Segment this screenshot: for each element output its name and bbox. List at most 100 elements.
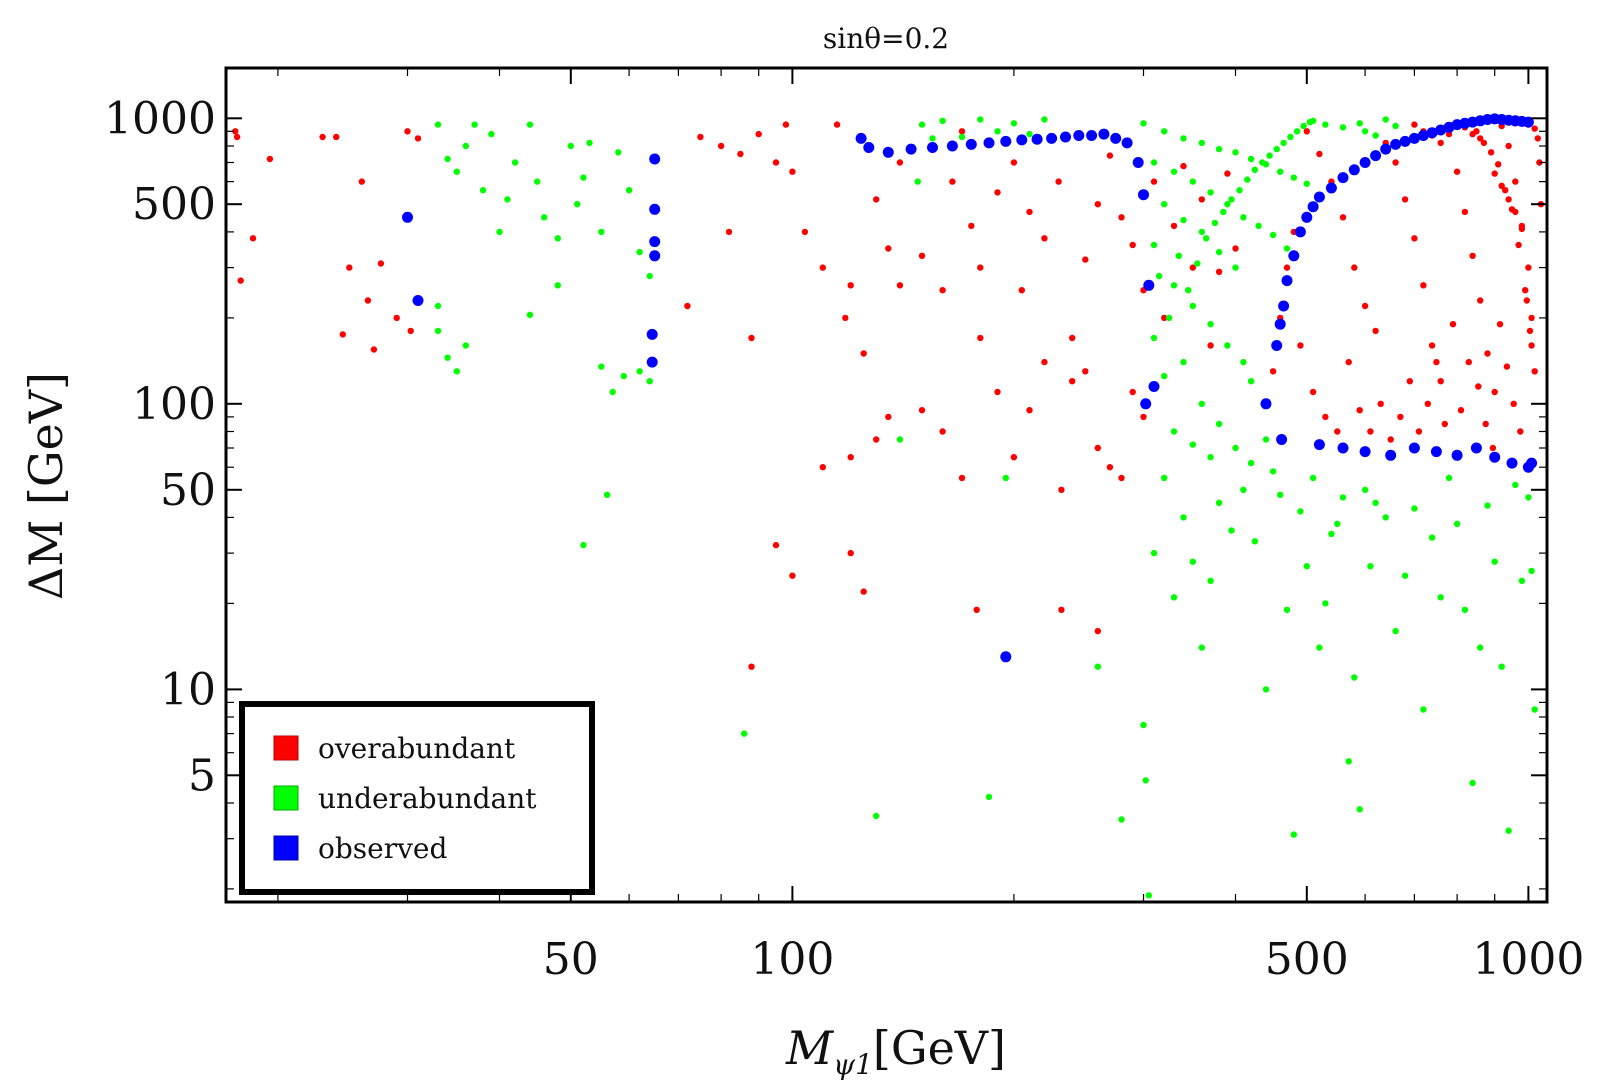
overabundant-point — [1531, 125, 1538, 132]
underabundant-point — [1215, 499, 1223, 506]
observed-point — [1399, 135, 1411, 147]
observed-point — [1359, 157, 1371, 168]
underabundant-point — [1002, 474, 1009, 482]
underabundant-point — [488, 130, 495, 138]
underabundant-point — [1224, 342, 1231, 349]
x-axis-label-unit: [GeV] — [873, 1021, 1006, 1075]
overabundant-point — [1372, 327, 1379, 335]
observed-point — [1143, 279, 1155, 291]
underabundant-point — [580, 174, 587, 181]
overabundant-point — [847, 282, 854, 289]
overabundant-point — [860, 588, 867, 595]
y-tick-label: 500 — [132, 179, 216, 230]
underabundant-point — [609, 388, 616, 396]
observed-point — [1430, 446, 1442, 458]
overabundant-point — [1094, 627, 1102, 635]
observed-point — [1489, 451, 1501, 463]
underabundant-point — [1262, 436, 1270, 443]
overabundant-point — [1522, 287, 1529, 294]
underabundant-point — [541, 214, 548, 221]
underabundant-point — [1094, 663, 1102, 670]
underabundant-point — [1322, 121, 1329, 128]
underabundant-point — [1180, 135, 1187, 142]
underabundant-point — [511, 159, 519, 166]
legend-label-overabundant: overabundant — [318, 732, 516, 765]
underabundant-point — [1290, 174, 1298, 181]
observed-point — [1301, 211, 1313, 223]
y-tick-label: 10 — [160, 664, 216, 715]
observed-point — [1046, 132, 1058, 144]
underabundant-point — [1339, 124, 1347, 131]
underabundant-point — [1215, 420, 1223, 428]
underabundant-point — [1518, 577, 1526, 584]
underabundant-point — [1203, 235, 1210, 242]
underabundant-point — [598, 363, 605, 370]
observed-point — [1417, 130, 1429, 141]
observed-point — [649, 153, 661, 165]
underabundant-point — [1372, 499, 1379, 506]
overabundant-point — [842, 314, 849, 322]
underabundant-point — [598, 228, 605, 236]
underabundant-point — [1228, 196, 1235, 203]
underabundant-point — [873, 812, 880, 820]
overabundant-point — [1505, 196, 1512, 203]
observed-point — [1313, 191, 1325, 203]
underabundant-point — [479, 187, 487, 194]
underabundant-point — [1255, 222, 1262, 230]
underabundant-point — [580, 541, 587, 549]
overabundant-point — [725, 228, 733, 236]
observed-point — [1385, 449, 1397, 461]
overabundant-point — [1465, 358, 1473, 366]
overabundant-point — [977, 334, 984, 342]
underabundant-point — [1262, 686, 1270, 693]
underabundant-point — [918, 121, 926, 128]
underabundant-point — [554, 282, 561, 289]
overabundant-point — [772, 541, 780, 549]
underabundant-point — [1150, 241, 1158, 249]
underabundant-point — [1251, 538, 1259, 545]
underabundant-point — [1026, 130, 1033, 138]
overabundant-point — [1180, 162, 1187, 170]
underabundant-point — [1236, 187, 1243, 194]
underabundant-point — [1382, 514, 1389, 521]
observed-point — [1086, 130, 1098, 141]
underabundant-point — [444, 155, 451, 163]
underabundant-point — [1531, 706, 1538, 713]
underabundant-point — [1240, 486, 1247, 493]
overabundant-point — [1528, 342, 1535, 349]
underabundant-point — [1277, 168, 1284, 175]
underabundant-point — [1180, 216, 1187, 224]
observed-point — [1526, 457, 1538, 469]
underabundant-point — [1251, 166, 1259, 173]
overabundant-point — [1150, 178, 1158, 185]
underabundant-point — [615, 149, 622, 156]
overabundant-point — [977, 264, 984, 271]
overabundant-point — [1058, 606, 1065, 613]
overabundant-point — [364, 297, 372, 304]
overabundant-point — [860, 350, 867, 357]
underabundant-point — [1293, 128, 1301, 135]
overabundant-point — [1441, 420, 1449, 428]
overabundant-point — [1420, 282, 1427, 289]
underabundant-point — [985, 793, 993, 801]
underabundant-point — [462, 142, 469, 150]
underabundant-point — [1269, 468, 1277, 475]
underabundant-point — [453, 368, 460, 375]
underabundant-point — [1367, 563, 1374, 570]
overabundant-point — [1316, 150, 1323, 158]
observed-point — [1348, 164, 1360, 176]
underabundant-point — [1150, 159, 1158, 166]
overabundant-point — [377, 260, 385, 267]
observed-point — [646, 356, 658, 368]
underabundant-point — [1309, 474, 1317, 482]
underabundant-point — [1232, 444, 1239, 452]
underabundant-point — [1356, 806, 1363, 813]
underabundant-point — [1316, 644, 1323, 651]
underabundant-point — [462, 342, 469, 349]
underabundant-point — [1382, 116, 1389, 123]
underabundant-point — [1328, 530, 1335, 538]
underabundant-point — [526, 311, 534, 318]
underabundant-point — [1224, 201, 1231, 208]
underabundant-point — [1207, 454, 1214, 461]
underabundant-point — [636, 248, 643, 256]
